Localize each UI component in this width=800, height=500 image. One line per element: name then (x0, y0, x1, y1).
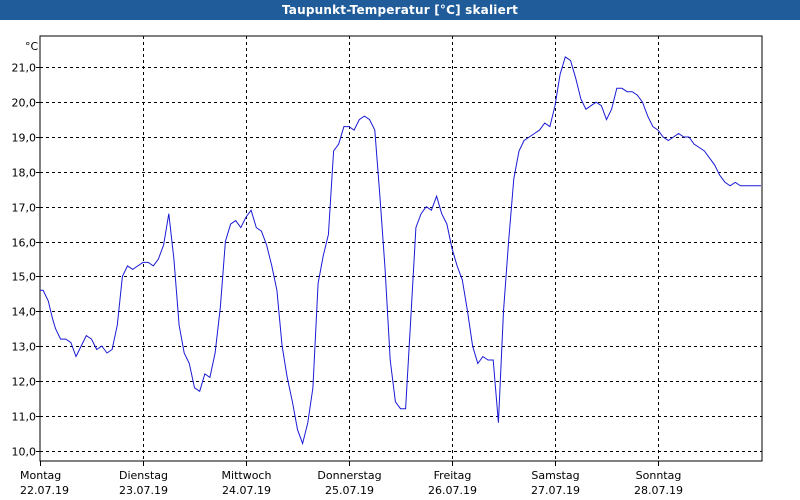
x-tick-date: 25.07.19 (325, 484, 374, 497)
x-tick-date: 23.07.19 (119, 484, 168, 497)
x-tick-day: Mittwoch (222, 469, 272, 482)
x-tick-date: 24.07.19 (222, 484, 271, 497)
y-tick-label: 12,0 (12, 376, 37, 389)
y-tick-label: 11,0 (12, 411, 37, 424)
chart-title: Taupunkt-Temperatur [°C] skaliert (0, 0, 800, 20)
x-tick-day: Freitag (434, 469, 472, 482)
dewpoint-series-line (40, 56, 761, 446)
y-tick-label: 17,0 (12, 202, 37, 215)
x-tick-date: 27.07.19 (531, 484, 580, 497)
plot-frame (39, 35, 763, 462)
x-tick-day: Donnerstag (317, 469, 381, 482)
y-tick-label: 13,0 (12, 341, 37, 354)
x-tick-date: 22.07.19 (20, 484, 69, 497)
x-tick-day: Sonntag (636, 469, 682, 482)
y-tick-label: 15,0 (12, 271, 37, 284)
y-tick-label: 16,0 (12, 237, 37, 250)
y-axis-unit: °C (25, 40, 39, 53)
x-tick-date: 26.07.19 (428, 484, 477, 497)
y-tick-label: 14,0 (12, 306, 37, 319)
y-tick-label: 10,0 (12, 446, 37, 459)
y-tick-label: 21,0 (12, 62, 37, 75)
x-tick-day: Dienstag (119, 469, 168, 482)
x-tick-date: 28.07.19 (634, 484, 683, 497)
y-tick-label: 19,0 (12, 132, 37, 145)
x-tick-day: Montag (20, 469, 61, 482)
y-tick-label: 18,0 (12, 167, 37, 180)
x-tick-day: Samstag (531, 469, 579, 482)
y-tick-label: 20,0 (12, 97, 37, 110)
